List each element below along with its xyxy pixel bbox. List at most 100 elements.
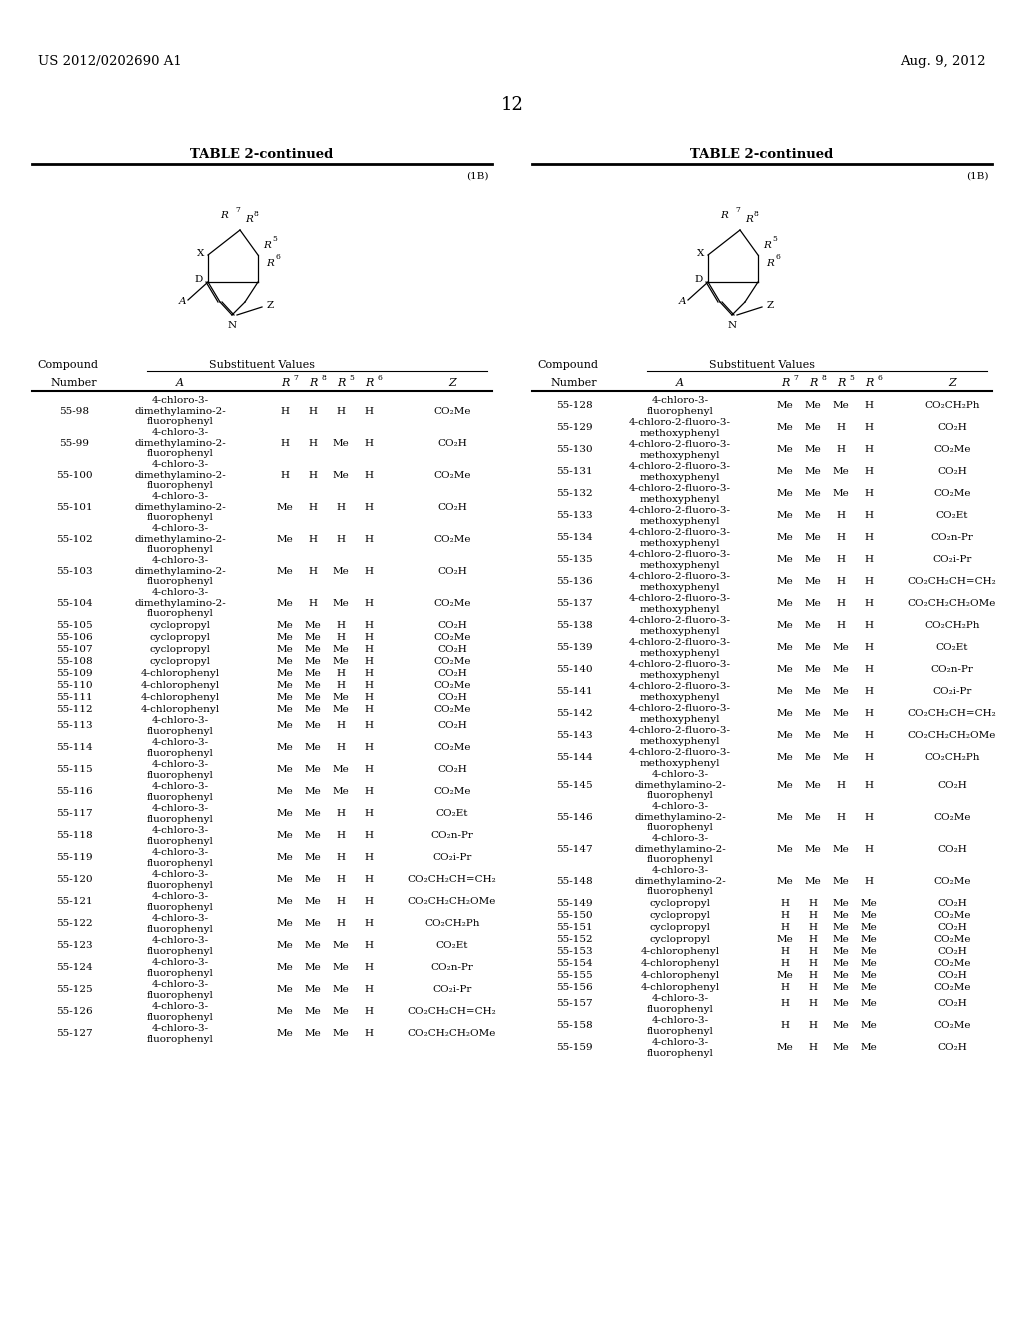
- Text: H: H: [864, 533, 873, 543]
- Text: 6: 6: [275, 253, 280, 261]
- Text: CO₂Me: CO₂Me: [933, 958, 971, 968]
- Text: H: H: [365, 566, 374, 576]
- Text: CO₂Me: CO₂Me: [433, 743, 471, 752]
- Text: CO₂Me: CO₂Me: [433, 407, 471, 416]
- Text: H: H: [281, 470, 290, 479]
- Text: Me: Me: [860, 923, 878, 932]
- Text: H: H: [864, 578, 873, 586]
- Text: Z: Z: [948, 378, 955, 388]
- Text: CO₂H: CO₂H: [937, 467, 967, 477]
- Text: 4-chloro-3-
fluorophenyl: 4-chloro-3- fluorophenyl: [146, 717, 213, 735]
- Text: CO₂Et: CO₂Et: [936, 644, 969, 652]
- Text: Me: Me: [860, 999, 878, 1008]
- Text: 4-chloro-3-
fluorophenyl: 4-chloro-3- fluorophenyl: [146, 936, 213, 956]
- Text: H: H: [837, 424, 846, 433]
- Text: 55-98: 55-98: [59, 407, 89, 416]
- Text: Compound: Compound: [37, 360, 98, 370]
- Text: CO₂H: CO₂H: [937, 845, 967, 854]
- Text: Me: Me: [805, 467, 821, 477]
- Text: D: D: [195, 276, 203, 285]
- Text: 4-chloro-3-
fluorophenyl: 4-chloro-3- fluorophenyl: [646, 994, 714, 1014]
- Text: 5: 5: [772, 235, 777, 243]
- Text: H: H: [337, 875, 345, 884]
- Text: H: H: [308, 535, 317, 544]
- Text: Me: Me: [833, 644, 849, 652]
- Text: CO₂H: CO₂H: [937, 970, 967, 979]
- Text: R: R: [266, 259, 273, 268]
- Text: 55-124: 55-124: [55, 964, 92, 973]
- Text: H: H: [337, 854, 345, 862]
- Text: Number: Number: [50, 378, 97, 388]
- Text: 4-chloro-3-
dimethylamino-2-
fluorophenyl: 4-chloro-3- dimethylamino-2- fluoropheny…: [134, 492, 226, 521]
- Text: H: H: [864, 665, 873, 675]
- Text: CO₂Et: CO₂Et: [436, 809, 468, 818]
- Text: Me: Me: [805, 424, 821, 433]
- Text: Me: Me: [833, 401, 849, 411]
- Text: CO₂H: CO₂H: [937, 946, 967, 956]
- Text: 4-chloro-3-
dimethylamino-2-
fluorophenyl: 4-chloro-3- dimethylamino-2- fluoropheny…: [134, 396, 226, 426]
- Text: Me: Me: [276, 809, 293, 818]
- Text: CO₂Me: CO₂Me: [433, 656, 471, 665]
- Text: CO₂Me: CO₂Me: [433, 681, 471, 689]
- Text: 4-chlorophenyl: 4-chlorophenyl: [140, 668, 219, 677]
- Text: Me: Me: [333, 1007, 349, 1016]
- Text: Me: Me: [276, 832, 293, 841]
- Text: 4-chloro-3-
dimethylamino-2-
fluorophenyl: 4-chloro-3- dimethylamino-2- fluoropheny…: [634, 834, 726, 863]
- Text: 4-chloro-2-fluoro-3-
methoxyphenyl: 4-chloro-2-fluoro-3- methoxyphenyl: [629, 507, 731, 525]
- Text: H: H: [337, 920, 345, 928]
- Text: CO₂H: CO₂H: [437, 722, 467, 730]
- Text: 6: 6: [775, 253, 780, 261]
- Text: 55-133: 55-133: [556, 511, 592, 520]
- Text: 4-chloro-3-
fluorophenyl: 4-chloro-3- fluorophenyl: [146, 981, 213, 999]
- Text: Me: Me: [776, 754, 794, 763]
- Text: cyclopropyl: cyclopropyl: [649, 899, 711, 908]
- Text: Me: Me: [860, 946, 878, 956]
- Text: CO₂CH₂CH₂OMe: CO₂CH₂CH₂OMe: [908, 731, 996, 741]
- Text: 55-127: 55-127: [55, 1030, 92, 1039]
- Text: 4-chlorophenyl: 4-chlorophenyl: [640, 982, 720, 991]
- Text: Me: Me: [776, 665, 794, 675]
- Text: 8: 8: [821, 374, 826, 381]
- Text: Me: Me: [276, 693, 293, 701]
- Text: Me: Me: [833, 467, 849, 477]
- Text: Me: Me: [276, 766, 293, 775]
- Text: CO₂Me: CO₂Me: [933, 1022, 971, 1031]
- Text: 4-chloro-3-
fluorophenyl: 4-chloro-3- fluorophenyl: [146, 958, 213, 978]
- Text: CO₂CH₂Ph: CO₂CH₂Ph: [424, 920, 480, 928]
- Text: H: H: [365, 986, 374, 994]
- Text: Me: Me: [304, 788, 322, 796]
- Text: 4-chloro-3-
fluorophenyl: 4-chloro-3- fluorophenyl: [146, 1002, 213, 1022]
- Text: H: H: [337, 722, 345, 730]
- Text: 4-chloro-2-fluoro-3-
methoxyphenyl: 4-chloro-2-fluoro-3- methoxyphenyl: [629, 484, 731, 504]
- Text: Me: Me: [776, 401, 794, 411]
- Text: 55-118: 55-118: [55, 832, 92, 841]
- Text: H: H: [864, 780, 873, 789]
- Text: Me: Me: [276, 986, 293, 994]
- Text: Me: Me: [776, 845, 794, 854]
- Text: H: H: [809, 911, 817, 920]
- Text: CO₂H: CO₂H: [437, 766, 467, 775]
- Text: Me: Me: [776, 533, 794, 543]
- Text: Me: Me: [304, 632, 322, 642]
- Text: Me: Me: [833, 490, 849, 499]
- Text: H: H: [365, 766, 374, 775]
- Text: Me: Me: [860, 970, 878, 979]
- Text: H: H: [864, 511, 873, 520]
- Text: 4-chloro-3-
dimethylamino-2-
fluorophenyl: 4-chloro-3- dimethylamino-2- fluoropheny…: [134, 556, 226, 586]
- Text: H: H: [365, 620, 374, 630]
- Text: H: H: [864, 813, 873, 821]
- Text: Me: Me: [805, 813, 821, 821]
- Text: 4-chloro-3-
fluorophenyl: 4-chloro-3- fluorophenyl: [146, 892, 213, 912]
- Text: H: H: [837, 556, 846, 565]
- Text: H: H: [809, 970, 817, 979]
- Text: Me: Me: [776, 556, 794, 565]
- Text: H: H: [308, 470, 317, 479]
- Text: 4-chloro-3-
dimethylamino-2-
fluorophenyl: 4-chloro-3- dimethylamino-2- fluoropheny…: [134, 524, 226, 554]
- Text: CO₂H: CO₂H: [937, 923, 967, 932]
- Text: H: H: [281, 407, 290, 416]
- Text: Me: Me: [860, 982, 878, 991]
- Text: Me: Me: [304, 809, 322, 818]
- Text: 55-101: 55-101: [55, 503, 92, 511]
- Text: cyclopropyl: cyclopropyl: [649, 911, 711, 920]
- Text: Me: Me: [276, 722, 293, 730]
